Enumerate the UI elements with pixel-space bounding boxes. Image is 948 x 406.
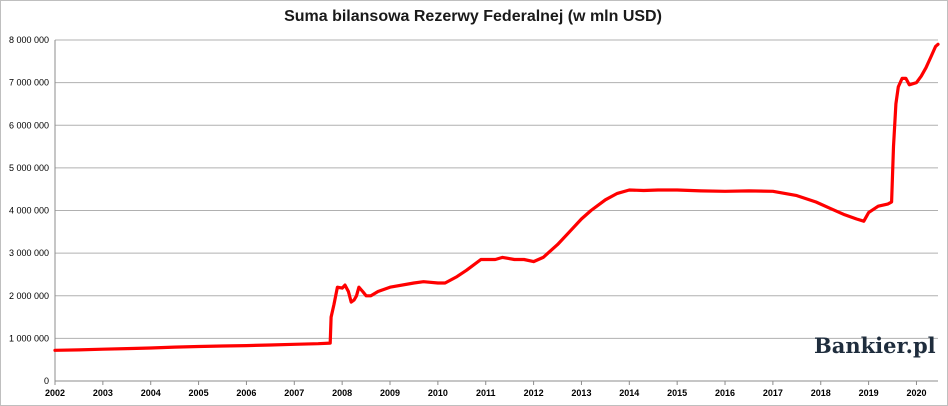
series-layer [53,42,940,352]
y-axis-ticks: 0 1 000 000 2 000 000 3 000 000 4 000 000 5 0… [9,35,49,386]
x-tick-label: 2004 [141,388,161,398]
y-tick-label: 7 000 000 [9,78,49,88]
y-tick-label: 0 [44,376,49,386]
x-tick-label: 2011 [476,388,496,398]
y-tick-label: 8 000 000 [9,35,49,45]
x-tick-label: 2014 [619,388,639,398]
x-tick-label: 2007 [284,388,304,398]
x-tick-label: 2006 [236,388,256,398]
x-tick-label: 2020 [906,388,926,398]
y-tick-label: 2 000 000 [9,291,49,301]
x-tick-label: 2016 [715,388,735,398]
x-tick-label: 2012 [524,388,544,398]
y-tick-label: 3 000 000 [9,248,49,258]
x-tick-label: 2009 [380,388,400,398]
x-tick-label: 2008 [332,388,352,398]
x-tick-label: 2003 [93,388,113,398]
x-tick-label: 2015 [667,388,687,398]
chart-title: Suma bilansowa Rezerwy Federalnej (w mln… [284,8,662,25]
series-line [53,42,940,352]
x-tick-label: 2002 [45,388,65,398]
y-tick-label: 5 000 000 [9,163,49,173]
y-tick-label: 4 000 000 [9,206,49,216]
x-axis-ticks: 2002 2003 2004 2005 2006 2007 2008 2009 2010 2011… [45,381,926,398]
x-tick-label: 2018 [811,388,831,398]
y-tick-label: 6 000 000 [9,120,49,130]
y-tick-label: 1 000 000 [9,333,49,343]
x-tick-label: 2010 [428,388,448,398]
x-tick-label: 2019 [859,388,879,398]
bankier-logo: Bankier.pl [814,333,936,358]
x-tick-label: 2013 [571,388,591,398]
x-tick-label: 2005 [189,388,209,398]
x-tick-label: 2017 [763,388,783,398]
gridlines [54,39,938,382]
